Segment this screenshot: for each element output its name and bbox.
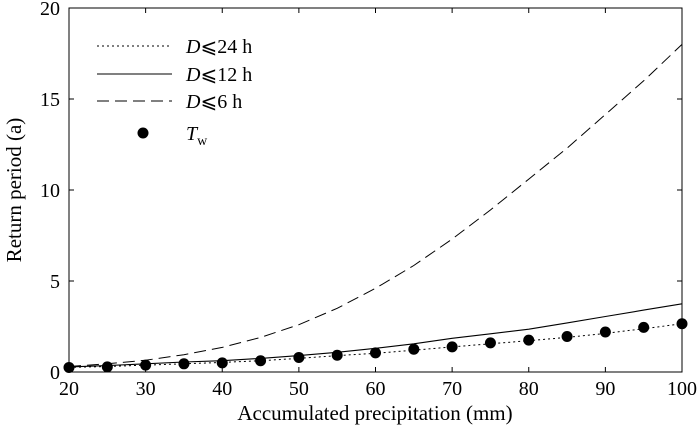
x-tick-label: 50	[289, 378, 309, 400]
data-point-tw	[523, 334, 535, 346]
y-tick-label: 0	[50, 362, 60, 384]
legend-item: D⩽24 h	[97, 36, 252, 58]
legend-marker	[137, 127, 149, 139]
data-point-tw	[561, 331, 573, 343]
x-tick-label: 100	[667, 378, 697, 400]
legend-label: D⩽24 h	[185, 36, 252, 58]
legend-label: D⩽6 h	[185, 91, 242, 113]
data-point-tw	[370, 347, 381, 359]
x-tick-label: 40	[212, 378, 232, 400]
data-point-tw	[638, 321, 650, 333]
data-point-tw	[484, 337, 496, 349]
data-point-tw	[216, 357, 228, 369]
data-point-tw	[178, 358, 190, 370]
series-markers-tw	[63, 318, 688, 373]
data-point-tw	[408, 343, 420, 355]
legend-label: D⩽12 h	[185, 64, 252, 86]
series-line-dotted	[68, 323, 683, 368]
y-tick-label: 5	[50, 271, 60, 293]
y-tick-label: 10	[40, 180, 60, 202]
series-line-dashed	[68, 44, 683, 367]
data-point-tw	[331, 349, 343, 361]
data-point-tw	[255, 355, 267, 367]
x-tick-label: 70	[442, 378, 462, 400]
x-axis-ticks: 20 30 40 50 60 70 80 90 100	[59, 8, 697, 400]
y-axis-title: Return period (a)	[2, 118, 26, 263]
data-point-tw	[446, 341, 458, 353]
legend-label: Tw	[186, 123, 208, 149]
y-axis-ticks: 0 5 10 15 20	[40, 0, 682, 384]
data-point-tw	[599, 326, 611, 338]
legend-item: D⩽12 h	[97, 64, 252, 86]
y-tick-label: 15	[40, 89, 60, 111]
x-tick-label: 80	[519, 378, 539, 400]
y-tick-label: 20	[40, 0, 60, 20]
legend-item: D⩽6 h	[97, 91, 242, 113]
x-tick-label: 60	[366, 378, 386, 400]
data-point-tw	[293, 351, 305, 363]
x-axis-title: Accumulated precipitation (mm)	[237, 401, 512, 425]
legend-item: Tw	[137, 123, 208, 149]
plot-content	[63, 44, 688, 373]
data-point-tw	[140, 359, 152, 371]
x-tick-label: 90	[595, 378, 615, 400]
legend: D⩽24 h D⩽12 h D⩽6 h Tw	[97, 36, 252, 149]
data-point-tw	[101, 361, 113, 373]
x-tick-label: 20	[59, 378, 79, 400]
plot-frame	[68, 7, 683, 373]
x-tick-label: 30	[136, 378, 156, 400]
